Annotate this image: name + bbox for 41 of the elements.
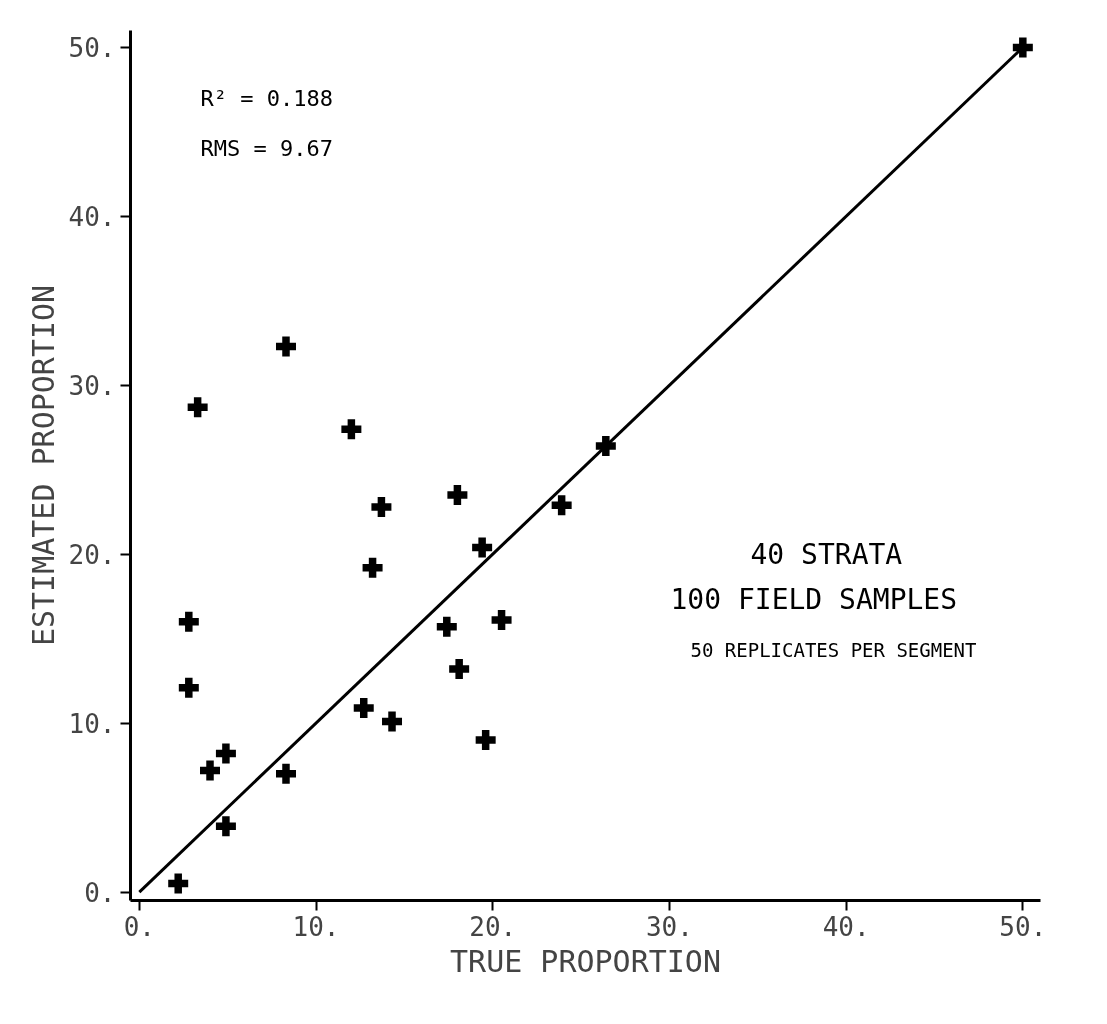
y-tick-label: 30.	[68, 371, 116, 402]
x-tick-label: 50.	[999, 911, 1047, 942]
point	[475, 730, 496, 751]
annotation: 100 FIELD SAMPLES	[670, 582, 958, 616]
point	[178, 611, 199, 632]
point	[178, 677, 199, 698]
x-tick-label: 30.	[645, 911, 693, 942]
point	[200, 760, 221, 781]
point	[215, 743, 236, 764]
point	[1012, 37, 1033, 58]
point	[551, 495, 572, 516]
point	[215, 816, 236, 837]
point	[187, 397, 208, 418]
x-tick-label: 0.	[123, 911, 155, 942]
x-tick-label: 20.	[469, 911, 517, 942]
y-tick-label: 20.	[68, 540, 116, 571]
y-tick-label: 0.	[84, 878, 116, 909]
point	[491, 610, 512, 631]
point	[276, 763, 296, 784]
point	[341, 419, 362, 440]
point	[436, 616, 457, 637]
point	[353, 697, 374, 718]
y-tick-label: 10.	[68, 709, 116, 740]
y-tick-label: 40.	[68, 202, 116, 233]
point	[472, 537, 493, 558]
point	[449, 659, 470, 680]
point	[276, 336, 296, 357]
x-axis-title: TRUE PROPORTION	[450, 943, 721, 979]
annotation: 50 REPLICATES PER SEGMENT	[690, 638, 977, 661]
point	[447, 485, 468, 506]
point	[362, 557, 383, 578]
annotation: RMS = 9.67	[200, 135, 333, 161]
point	[371, 496, 392, 517]
x-tick-label: 40.	[822, 911, 870, 942]
x-tick-label: 10.	[292, 911, 340, 942]
point	[382, 711, 403, 732]
y-tick-label: 50.	[68, 33, 116, 64]
point	[168, 873, 189, 894]
y-axis-title: ESTIMATED PROPORTION	[25, 284, 61, 647]
annotation: 40 STRATA	[750, 537, 903, 571]
annotation: R² = 0.188	[200, 85, 333, 111]
